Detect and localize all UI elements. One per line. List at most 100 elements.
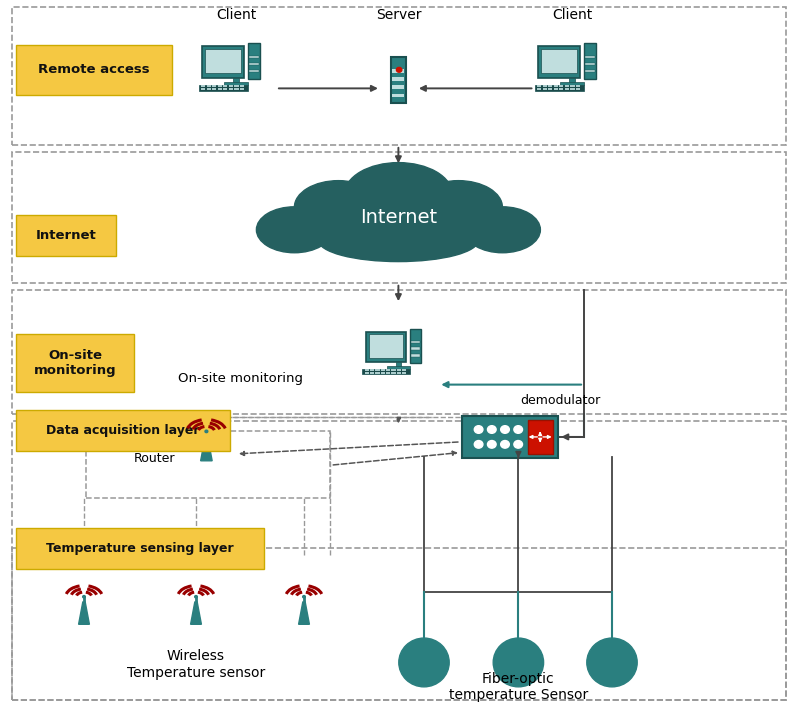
Text: Server: Server (376, 8, 421, 22)
Bar (366, 332, 406, 362)
Bar (585, 63, 594, 65)
Bar (240, 86, 244, 88)
Bar (576, 88, 580, 90)
Text: Remote access: Remote access (38, 64, 150, 76)
Polygon shape (298, 602, 310, 624)
Polygon shape (201, 437, 212, 461)
Bar (202, 46, 244, 78)
Bar (560, 83, 584, 86)
Bar (223, 88, 227, 90)
Bar (559, 86, 563, 88)
Bar (249, 56, 258, 58)
Text: Client: Client (216, 8, 256, 22)
Bar (386, 369, 390, 371)
Bar (537, 88, 542, 90)
Bar (397, 369, 401, 371)
Bar (570, 88, 574, 90)
Bar (240, 88, 244, 90)
Bar (369, 334, 403, 358)
Ellipse shape (398, 638, 450, 687)
Bar (565, 88, 569, 90)
Bar (548, 88, 553, 90)
Circle shape (514, 440, 522, 448)
Bar (16, 410, 230, 451)
Bar (224, 83, 248, 86)
Bar (206, 88, 211, 90)
Bar (365, 369, 369, 371)
Text: Internet: Internet (360, 208, 437, 226)
Bar (462, 416, 558, 458)
Circle shape (302, 595, 306, 598)
Bar (397, 372, 401, 373)
Bar (249, 63, 258, 65)
Bar (12, 421, 786, 700)
Bar (234, 78, 238, 83)
Text: On-site
monitoring: On-site monitoring (34, 349, 117, 378)
Text: Internet: Internet (36, 229, 96, 242)
Text: Fiber-optic
temperature Sensor: Fiber-optic temperature Sensor (449, 672, 588, 702)
Bar (218, 88, 222, 90)
Bar (212, 88, 217, 90)
Ellipse shape (344, 163, 453, 226)
Bar (370, 372, 374, 373)
Bar (554, 88, 558, 90)
Ellipse shape (256, 206, 333, 252)
Bar (16, 45, 172, 95)
Circle shape (501, 426, 510, 433)
Bar (375, 372, 379, 373)
Text: On-site monitoring: On-site monitoring (178, 372, 302, 385)
Ellipse shape (464, 206, 541, 252)
Text: demodulator: demodulator (520, 395, 600, 407)
Bar (12, 152, 786, 283)
Bar (410, 341, 420, 343)
Bar (86, 431, 330, 498)
Bar (392, 86, 405, 89)
Bar (365, 372, 369, 373)
Bar (391, 369, 395, 371)
Bar (528, 420, 553, 454)
Bar (12, 290, 786, 414)
Bar (12, 548, 786, 700)
Bar (234, 86, 238, 88)
Bar (542, 88, 547, 90)
Text: Client: Client (552, 8, 592, 22)
Bar (386, 366, 410, 369)
Bar (583, 43, 596, 79)
Bar (201, 88, 206, 90)
Ellipse shape (318, 219, 478, 262)
Circle shape (474, 440, 483, 448)
Bar (542, 86, 547, 88)
Circle shape (514, 426, 522, 433)
Bar (16, 334, 134, 392)
Text: Temperature sensing layer: Temperature sensing layer (46, 542, 234, 555)
Bar (198, 85, 247, 90)
Bar (212, 86, 217, 88)
Bar (12, 7, 786, 145)
Bar (381, 372, 385, 373)
Bar (542, 49, 577, 74)
Bar (554, 86, 558, 88)
Bar (201, 86, 206, 88)
Bar (402, 369, 406, 371)
Bar (538, 46, 580, 78)
Bar (534, 85, 583, 90)
Polygon shape (190, 602, 202, 624)
Circle shape (487, 440, 496, 448)
Circle shape (501, 440, 510, 448)
Bar (206, 49, 241, 74)
Ellipse shape (294, 180, 382, 233)
Bar (410, 354, 420, 356)
Circle shape (194, 595, 198, 598)
Circle shape (82, 595, 86, 598)
Bar (392, 77, 405, 81)
Bar (576, 86, 580, 88)
Bar (381, 369, 385, 371)
Bar (229, 86, 233, 88)
Circle shape (205, 430, 208, 433)
Bar (585, 70, 594, 72)
Text: Data acquisition layer: Data acquisition layer (46, 424, 200, 437)
Bar (402, 372, 406, 373)
Bar (16, 215, 116, 256)
Ellipse shape (493, 638, 544, 687)
Bar (570, 86, 574, 88)
